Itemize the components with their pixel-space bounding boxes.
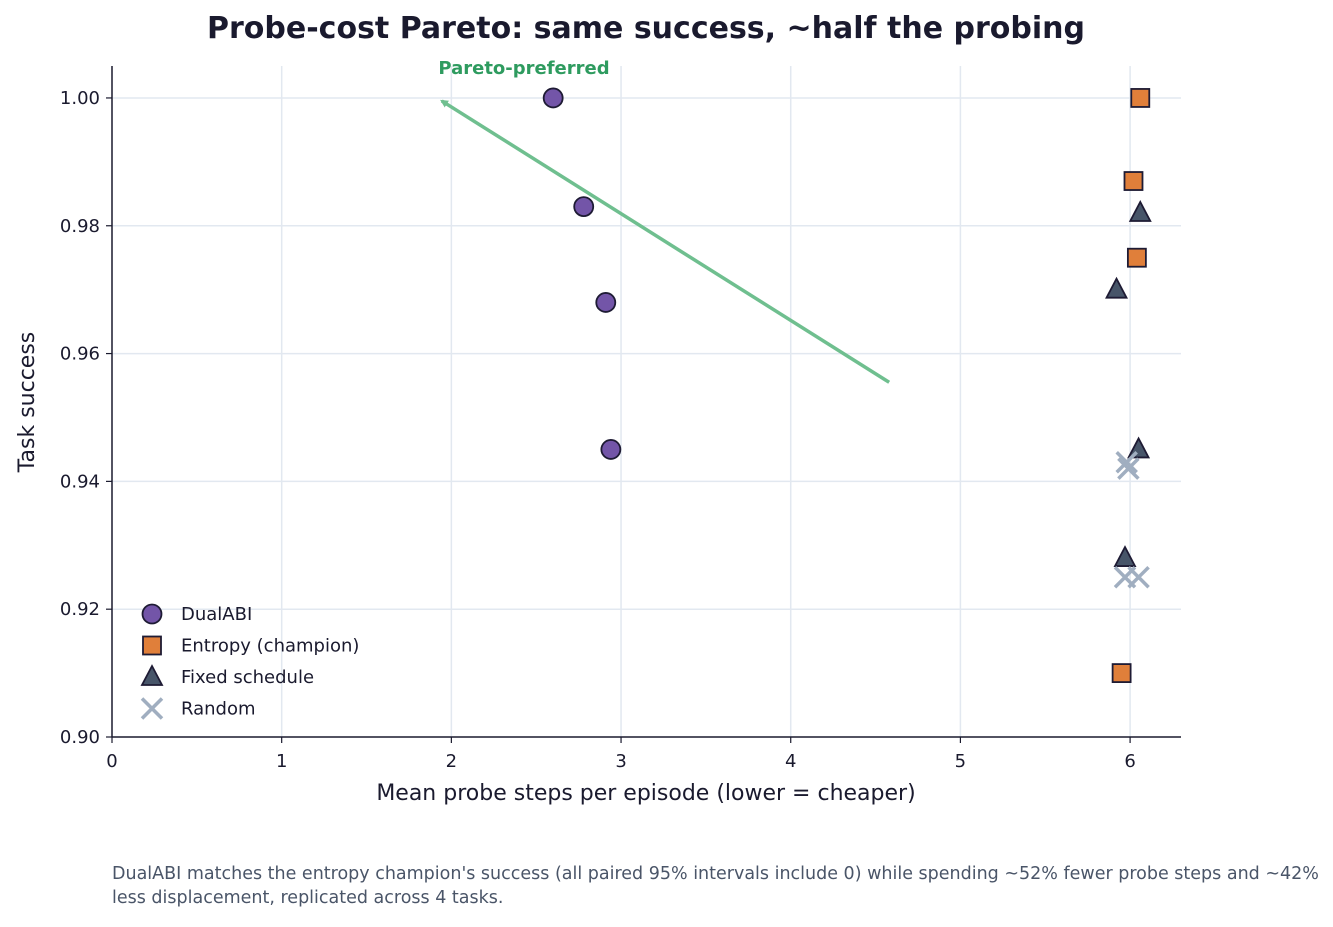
point-legend-circle <box>141 603 163 625</box>
y-tick-label: 0.90 <box>60 727 100 748</box>
annotation-label: Pareto-preferred <box>438 58 609 79</box>
axes <box>111 66 1181 738</box>
point-square <box>1123 171 1144 191</box>
point-legend-triangle <box>140 664 164 686</box>
y-axis-label: Task success <box>15 332 40 474</box>
caption: DualABI matches the entropy champion's s… <box>112 864 1319 908</box>
point-square <box>1126 247 1147 268</box>
y-tick-label: 0.92 <box>60 599 100 620</box>
point-x <box>1117 457 1140 480</box>
data-points <box>542 87 1152 683</box>
x-tick-label: 0 <box>106 751 117 772</box>
series-random <box>1113 450 1150 589</box>
x-tick-label: 5 <box>955 751 966 772</box>
point-circle <box>595 292 617 313</box>
y-tick-label: 0.94 <box>60 471 100 492</box>
x-marker-stroke <box>1117 457 1140 480</box>
y-tick-label: 0.96 <box>60 344 100 365</box>
x-marker-stroke <box>1115 450 1138 474</box>
point-legend-square <box>142 635 162 656</box>
x-axis-label: Mean probe steps per episode (lower = ch… <box>376 781 915 806</box>
y-tick-label: 1.00 <box>60 88 100 109</box>
legend-label: DualABI <box>181 604 252 625</box>
legend-label: Entropy (champion) <box>181 636 359 657</box>
point-triangle <box>1128 200 1152 222</box>
point-circle <box>600 439 622 460</box>
point-triangle <box>1105 276 1129 299</box>
point-legend-x <box>140 697 164 720</box>
legend: DualABI Entropy (champion) Fixed schedule R… <box>140 603 359 720</box>
x-tick-label: 3 <box>615 751 626 772</box>
point-triangle <box>1127 436 1151 459</box>
point-triangle <box>1113 545 1137 567</box>
chart-title: Probe-cost Pareto: same success, ~half t… <box>207 11 1085 46</box>
x-tick-label: 4 <box>785 751 796 772</box>
series-dualabi <box>542 87 622 460</box>
point-x <box>1115 450 1138 474</box>
pareto-arrow <box>440 99 891 384</box>
x-marker-stroke <box>140 697 164 720</box>
x-tick-label: 1 <box>276 751 287 772</box>
point-circle <box>573 196 595 217</box>
legend-label: Fixed schedule <box>181 667 314 688</box>
pareto-chart: Probe-cost Pareto: same success, ~half t… <box>15 11 1181 806</box>
legend-label: Random <box>181 699 256 720</box>
pareto-annotation: Pareto-preferred <box>438 58 891 384</box>
series-entropy-champion <box>1111 88 1151 683</box>
x-tick-label: 2 <box>446 751 457 772</box>
point-circle <box>542 87 564 109</box>
ticks: 0 1 2 3 4 5 6 0.90 0.92 0.94 0.96 0.98 1.00 <box>60 88 1136 772</box>
point-square <box>1111 663 1132 683</box>
point-x <box>1127 566 1150 589</box>
series-fixed-schedule <box>1105 200 1152 567</box>
x-marker-stroke <box>1127 566 1150 589</box>
y-tick-label: 0.98 <box>60 216 100 237</box>
x-tick-label: 6 <box>1124 751 1135 772</box>
point-square <box>1130 88 1151 108</box>
